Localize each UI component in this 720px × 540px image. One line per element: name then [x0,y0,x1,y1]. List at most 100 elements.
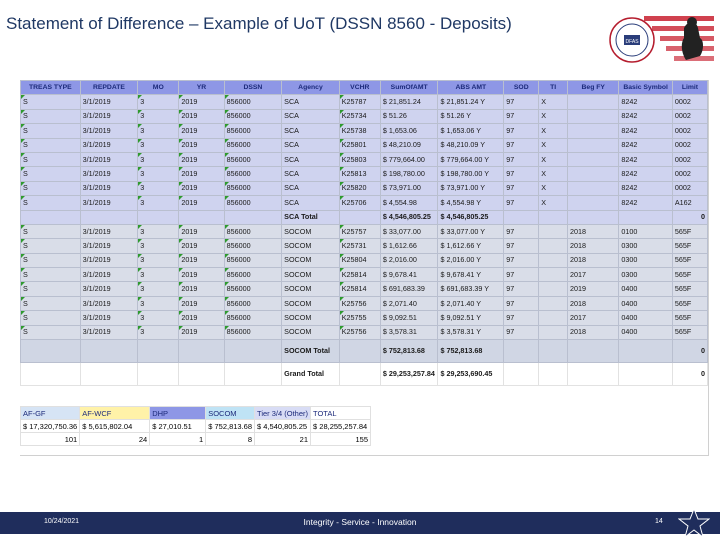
cell[interactable]: $ 3,578.31 [379,324,439,341]
cell[interactable]: $ 198,780.00 [379,166,439,182]
cell[interactable]: 3 [137,295,180,312]
summary-amount-cell[interactable]: $ 27,010.51 [149,419,207,433]
cell[interactable]: 3/1/2019 [79,252,139,269]
cell[interactable]: 565F [671,295,709,312]
cell[interactable]: S [20,310,81,326]
socom-total-label[interactable]: SOCOM Total [281,339,340,364]
grand-total-label[interactable]: Grand Total [281,362,340,387]
cell[interactable]: 2017 [566,310,620,326]
cell[interactable]: K25757 [338,223,381,240]
col-treas-type[interactable]: TREAS TYPE [20,79,81,96]
cell[interactable]: SOCOM [281,223,340,240]
cell[interactable]: 856000 [223,123,283,139]
cell[interactable]: K25738 [338,123,381,139]
cell[interactable]: 2019 [178,137,225,153]
cell[interactable]: K25706 [338,195,381,211]
cell[interactable]: 856000 [223,108,283,125]
summary-amount-cell[interactable]: $ 17,320,750.36 [19,419,81,433]
cell[interactable]: SOCOM [281,252,340,269]
cell[interactable]: 565F [671,310,709,326]
cell[interactable]: 8242 [618,123,673,139]
cell[interactable]: $ 48,210.09 Y [437,137,505,153]
cell[interactable]: 0300 [618,238,673,254]
cell[interactable]: 3/1/2019 [79,223,139,240]
col-ti[interactable]: TI [538,79,568,96]
cell[interactable]: 3 [137,195,180,211]
col-agency[interactable]: Agency [281,79,340,96]
cell[interactable]: $ 21,851.24 Y [437,94,505,110]
cell[interactable]: $ 9,678.41 [379,267,439,283]
cell[interactable]: K25814 [338,281,381,297]
empty-cell[interactable] [538,281,568,297]
cell[interactable]: SCA [281,166,340,182]
cell[interactable]: 3 [137,137,180,153]
cell[interactable]: 2019 [178,238,225,254]
cell[interactable]: $ 2,016.00 [379,252,439,269]
cell[interactable]: 2019 [178,252,225,269]
cell[interactable]: S [20,267,81,283]
cell[interactable]: 2018 [566,223,620,240]
cell[interactable]: 0100 [618,223,673,240]
cell[interactable]: 3/1/2019 [79,238,139,254]
cell[interactable]: 856000 [223,166,283,182]
cell[interactable]: 97 [503,166,540,182]
cell[interactable]: 856000 [223,195,283,211]
cell[interactable]: 0400 [618,281,673,297]
cell[interactable]: 3 [137,310,180,326]
cell[interactable]: 97 [503,324,540,341]
summary-count-cell[interactable]: 21 [254,432,312,446]
cell[interactable]: 8242 [618,108,673,125]
cell[interactable]: 3 [137,108,180,125]
cell[interactable]: 856000 [223,238,283,254]
empty-cell[interactable] [538,223,568,240]
cell[interactable]: 3/1/2019 [79,166,139,182]
cell[interactable]: X [538,166,568,182]
cell[interactable]: SOCOM [281,281,340,297]
cell[interactable]: SCA [281,108,340,125]
cell[interactable]: 0002 [671,123,709,139]
cell[interactable]: 3/1/2019 [79,123,139,139]
empty-cell[interactable] [538,267,568,283]
cell[interactable]: K25731 [338,238,381,254]
cell[interactable]: K25801 [338,137,381,153]
cell[interactable]: $ 4,554.98 [379,195,439,211]
summary-count-cell[interactable]: 24 [79,432,151,446]
cell[interactable]: S [20,108,81,125]
cell[interactable]: S [20,281,81,297]
empty-cell[interactable] [566,137,620,153]
cell[interactable]: 2018 [566,238,620,254]
sca-total-abs[interactable]: $ 4,546,805.25 [437,209,505,225]
cell[interactable]: 2019 [566,281,620,297]
cell[interactable]: 3/1/2019 [79,267,139,283]
cell[interactable]: 3 [137,166,180,182]
cell[interactable]: SCA [281,94,340,110]
cell[interactable]: 97 [503,238,540,254]
summary-count-cell[interactable]: 101 [19,432,81,446]
sca-total-limit[interactable]: 0 [671,209,709,225]
cell[interactable]: 3/1/2019 [79,137,139,153]
cell[interactable]: $ 1,653.06 [379,123,439,139]
cell[interactable]: 3/1/2019 [79,310,139,326]
cell[interactable]: 856000 [223,151,283,168]
sca-total-sum[interactable]: $ 4,546,805.25 [379,209,439,225]
empty-cell[interactable] [538,252,568,269]
cell[interactable]: $ 198,780.00 Y [437,166,505,182]
col-vchr[interactable]: VCHR [338,79,381,96]
cell[interactable]: $ 73,971.00 Y [437,180,505,197]
cell[interactable]: S [20,123,81,139]
cell[interactable]: SCA [281,195,340,211]
col-repdate[interactable]: REPDATE [79,79,139,96]
cell[interactable]: $ 779,664.00 Y [437,151,505,168]
cell[interactable]: 97 [503,137,540,153]
cell[interactable]: 97 [503,295,540,312]
cell[interactable]: K25804 [338,252,381,269]
cell[interactable]: 3/1/2019 [79,281,139,297]
cell[interactable]: 856000 [223,324,283,341]
cell[interactable]: S [20,295,81,312]
cell[interactable]: 565F [671,238,709,254]
summary-amount-cell[interactable]: $ 4,540,805.25 [254,419,312,433]
cell[interactable]: 2019 [178,310,225,326]
cell[interactable]: 856000 [223,267,283,283]
col-abs-amt[interactable]: ABS AMT [437,79,505,96]
empty-cell[interactable] [566,180,620,197]
